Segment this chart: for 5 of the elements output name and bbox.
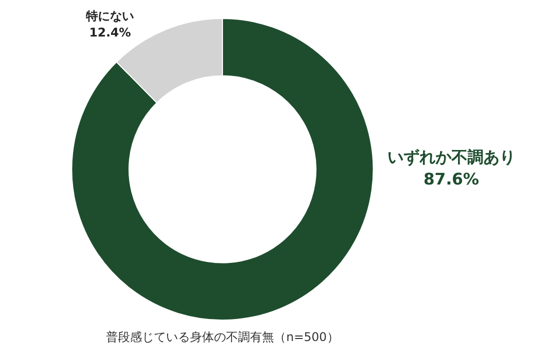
slice-label: いずれか不調あり [387, 147, 516, 166]
slice-label: 特にない [85, 8, 134, 23]
data-label: 12.4% [89, 26, 131, 40]
data-label: 87.6% [424, 170, 480, 189]
text: 普段感じている身体の不調有無（n=500） [106, 330, 339, 344]
